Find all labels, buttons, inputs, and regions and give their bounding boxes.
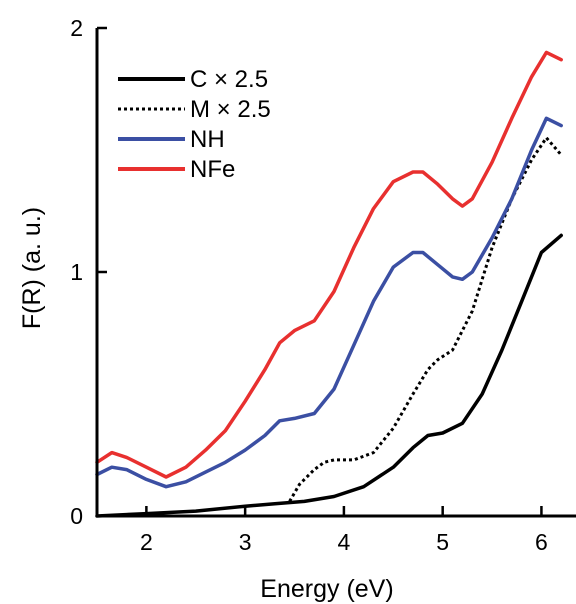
x-tick-label: 3 bbox=[239, 529, 252, 555]
series-layer bbox=[95, 50, 563, 518]
y-tick-label: 2 bbox=[70, 15, 83, 41]
series-line-3 bbox=[95, 116, 563, 489]
ticks: 2 3 4 5 6 0 1 2 bbox=[70, 15, 548, 555]
series-line-4 bbox=[95, 50, 563, 479]
x-tick-label: 4 bbox=[338, 529, 351, 555]
legend-label-3: NH bbox=[190, 126, 225, 153]
y-tick-label: 0 bbox=[70, 503, 83, 529]
x-tick-label: 5 bbox=[436, 529, 449, 555]
legend-label-4: NFe bbox=[190, 156, 235, 183]
y-axis-title: F(R) (a. u.) bbox=[18, 207, 46, 329]
x-tick-label: 6 bbox=[535, 529, 548, 555]
legend-label-2: M × 2.5 bbox=[190, 96, 271, 123]
axes bbox=[95, 28, 576, 518]
series-line-2 bbox=[288, 136, 563, 503]
x-tick-label: 2 bbox=[140, 529, 153, 555]
y-tick-label: 1 bbox=[70, 259, 83, 285]
x-axis-title: Energy (eV) bbox=[260, 575, 393, 603]
series-line-1 bbox=[95, 233, 563, 518]
legend: C × 2.5 M × 2.5 NH NFe bbox=[118, 66, 271, 183]
legend-label-1: C × 2.5 bbox=[190, 66, 268, 93]
